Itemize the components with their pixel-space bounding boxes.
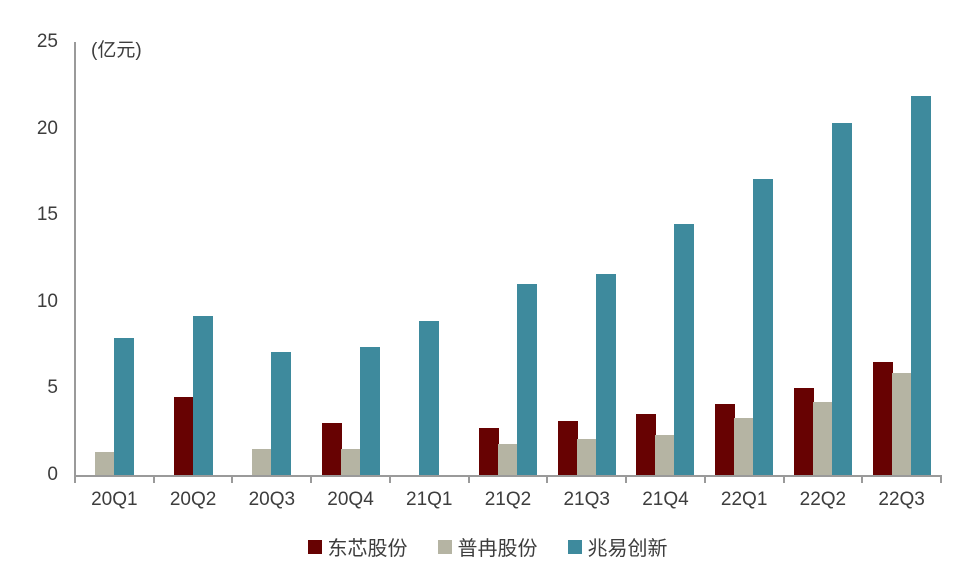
legend-item-东芯股份: 东芯股份 [307, 532, 408, 561]
bar-普冉股份-20Q4 [340, 449, 361, 475]
y-axis-tick-label: 10 [36, 290, 58, 312]
bar-group-20Q1 [75, 338, 154, 475]
bar-group-21Q4 [626, 223, 705, 475]
bar-普冉股份-22Q2 [812, 402, 833, 475]
bar-group-22Q2 [784, 123, 863, 475]
y-axis-tick-label: 20 [36, 117, 58, 139]
y-axis-line [74, 42, 76, 483]
legend-label: 普冉股份 [457, 538, 538, 560]
bar-东芯股份-22Q3 [872, 362, 893, 475]
x-axis-label-22Q3: 22Q3 [878, 489, 925, 510]
bar-兆易创新-20Q2 [192, 315, 213, 475]
legend-item-普冉股份: 普冉股份 [437, 532, 538, 561]
x-axis-tick [310, 477, 313, 483]
bar-东芯股份-20Q2 [173, 397, 194, 475]
x-axis-tick [625, 477, 628, 483]
bar-兆易创新-21Q1 [419, 320, 440, 475]
bar-兆易创新-22Q2 [831, 123, 852, 475]
legend: 东芯股份 普冉股份 兆易创新 [0, 532, 975, 561]
bar-普冉股份-22Q3 [891, 372, 912, 475]
bar-普冉股份-21Q3 [576, 438, 597, 475]
bar-兆易创新-20Q3 [271, 352, 292, 475]
bar-东芯股份-20Q4 [321, 423, 342, 475]
bar-东芯股份-21Q4 [636, 414, 657, 475]
bar-兆易创新-21Q2 [516, 284, 537, 475]
bar-普冉股份-20Q1 [94, 452, 115, 475]
legend-item-兆易创新: 兆易创新 [567, 532, 668, 561]
y-axis-unit-label: (亿元) [91, 40, 142, 61]
bar-普冉股份-22Q1 [734, 417, 755, 475]
legend-label: 东芯股份 [327, 538, 408, 560]
x-axis-label-21Q1: 21Q1 [406, 489, 453, 510]
x-axis-tick [231, 477, 234, 483]
bar-东芯股份-21Q2 [478, 428, 499, 475]
x-axis-tick [152, 477, 155, 483]
bar-兆易创新-21Q3 [595, 274, 616, 475]
x-axis-label-20Q4: 20Q4 [327, 489, 374, 510]
x-axis-tick [940, 477, 942, 483]
bar-兆易创新-20Q1 [113, 338, 134, 475]
bar-东芯股份-21Q3 [557, 421, 578, 475]
bar-group-22Q3 [862, 95, 941, 475]
x-axis-label-22Q1: 22Q1 [720, 489, 768, 510]
x-axis-label-20Q1: 20Q1 [91, 489, 138, 510]
x-axis-tick [388, 477, 391, 483]
y-axis-tick-label: 0 [47, 464, 58, 485]
x-axis-label-21Q2: 21Q2 [484, 489, 532, 510]
y-axis-tick-label: 5 [47, 377, 58, 399]
x-axis-tick [546, 477, 549, 483]
x-axis-label-21Q3: 21Q3 [563, 489, 610, 510]
bar-兆易创新-22Q1 [753, 178, 774, 475]
legend-swatch-icon [437, 539, 452, 554]
bar-东芯股份-22Q1 [715, 404, 736, 475]
x-axis-tick [467, 477, 470, 483]
y-axis-tick-label: 25 [36, 31, 58, 52]
bar-group-21Q2 [469, 284, 548, 475]
bar-普冉股份-21Q2 [497, 443, 518, 475]
x-axis-label-20Q3: 20Q3 [248, 489, 296, 510]
bar-group-21Q3 [547, 274, 626, 475]
bar-普冉股份-20Q3 [252, 449, 273, 475]
legend-swatch-icon [567, 539, 582, 554]
x-axis-line [74, 475, 942, 477]
bar-group-21Q1 [390, 320, 469, 475]
bar-group-20Q3 [232, 352, 311, 475]
bar-东芯股份-22Q2 [793, 388, 814, 475]
x-axis-label-21Q4: 21Q4 [642, 489, 689, 510]
x-axis-label-20Q2: 20Q2 [169, 489, 217, 510]
x-axis-label-22Q2: 22Q2 [799, 489, 847, 510]
bar-group-20Q4 [311, 346, 390, 475]
x-axis-tick [703, 477, 706, 483]
y-axis-tick-label: 15 [36, 204, 58, 226]
bar-group-22Q1 [705, 178, 784, 475]
x-axis-tick [782, 477, 785, 483]
bar-兆易创新-21Q4 [674, 223, 695, 475]
bar-兆易创新-20Q4 [359, 346, 380, 475]
x-axis-tick [861, 477, 864, 483]
bar-兆易创新-22Q3 [910, 95, 931, 475]
legend-swatch-icon [307, 539, 322, 554]
legend-label: 兆易创新 [587, 538, 668, 560]
x-axis-tick [74, 477, 76, 483]
bar-普冉股份-21Q4 [655, 435, 676, 475]
bar-group-20Q2 [154, 315, 233, 475]
